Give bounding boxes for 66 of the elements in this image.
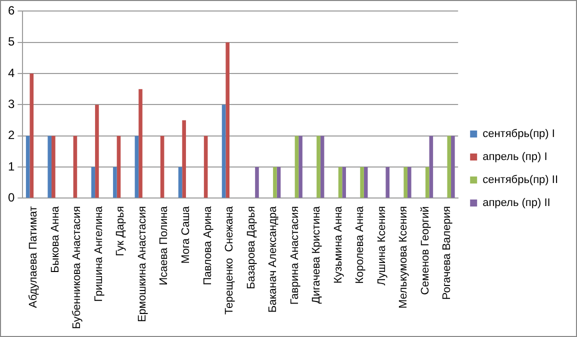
bar	[226, 42, 230, 198]
bar	[182, 120, 186, 198]
bar	[320, 136, 324, 198]
bar	[338, 167, 342, 198]
y-tick-label: 3	[8, 97, 15, 112]
bar	[404, 167, 408, 198]
x-tick-label: Кузьмина Анна	[332, 205, 344, 284]
y-tick-label: 6	[8, 4, 15, 18]
bar	[160, 136, 164, 198]
x-tick-label: Рогачева Валерия	[441, 206, 454, 300]
bar	[298, 136, 302, 198]
bar	[364, 167, 368, 198]
bar	[73, 136, 78, 198]
x-tick-label: Павлова Арина	[202, 205, 214, 286]
x-tick-label: Дигачева Кристина	[310, 205, 323, 304]
legend-label: апрель (пр) I	[482, 151, 548, 164]
bar	[222, 104, 226, 198]
bar	[116, 136, 121, 198]
bar	[429, 136, 434, 198]
x-tick-label: Терещенко Снежана	[224, 205, 236, 315]
bar	[276, 167, 281, 198]
x-tick-label: Бубенникова Анастасия	[71, 206, 84, 330]
bar	[360, 167, 364, 198]
x-tick-label: Мога Саша	[180, 205, 192, 264]
bar	[48, 136, 52, 198]
bar	[386, 167, 390, 198]
bar	[451, 136, 455, 198]
bar	[273, 167, 277, 198]
x-tick-label: Базарова Дарья	[245, 206, 258, 290]
x-tick-label: Гришина Ангелина	[92, 205, 105, 302]
x-tick-label: Быкова Анна	[49, 205, 62, 273]
x-tick-label: Баканач Александра	[267, 205, 280, 313]
y-tick-label: 5	[8, 34, 15, 49]
x-tick-label: Ермошкина Анастасия	[136, 206, 148, 322]
bar	[52, 136, 56, 198]
bar	[26, 136, 30, 198]
bar	[91, 167, 96, 198]
bar	[178, 167, 182, 198]
y-tick-label: 4	[8, 66, 15, 80]
bar	[342, 167, 346, 198]
x-tick-label: Абдулаева Патимат	[28, 206, 40, 308]
x-tick-label: Королева Анна	[354, 205, 366, 284]
x-tick-label: Мелькумова Ксения	[398, 206, 410, 308]
x-tick-label: Гук Дарья	[114, 206, 127, 256]
bar	[425, 167, 430, 198]
bar	[138, 89, 142, 198]
bar	[113, 167, 117, 198]
x-tick-label: Лушина Ксения	[376, 206, 388, 286]
x-tick-label: Исаева Полина	[158, 205, 170, 286]
y-tick-label: 1	[8, 159, 15, 174]
bar	[447, 136, 452, 198]
bar	[134, 136, 139, 198]
x-tick-label: Семенов Георгий	[419, 206, 432, 295]
bar	[204, 136, 208, 198]
bar	[30, 74, 34, 198]
legend-label: апрель (пр) II	[482, 197, 550, 210]
y-tick-label: 2	[8, 128, 15, 142]
bar	[255, 167, 259, 198]
bar	[316, 136, 320, 198]
bar	[95, 104, 99, 198]
legend-label: сентябрь(пр) I	[482, 128, 555, 140]
bar	[294, 136, 299, 198]
y-tick-label: 0	[8, 190, 15, 205]
bar	[407, 167, 412, 198]
x-tick-label: Гаврина Анастасия	[288, 206, 301, 305]
legend-label: сентябрь(пр) II	[482, 174, 558, 186]
